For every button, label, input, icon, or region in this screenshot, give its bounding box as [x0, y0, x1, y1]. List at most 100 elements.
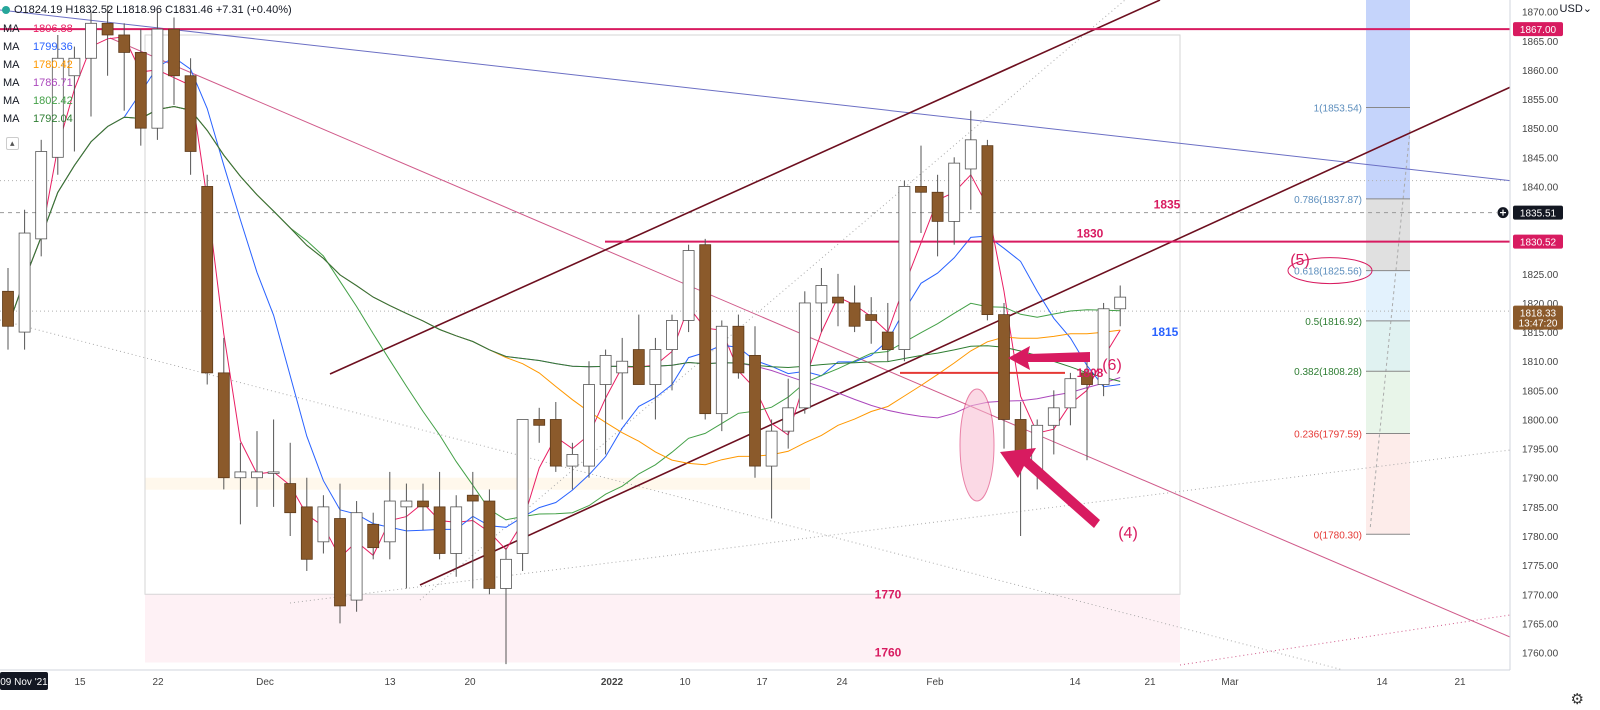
fib-label: 1(1853.54) — [1314, 104, 1362, 115]
highlight-zone — [145, 477, 810, 490]
fib-label: 0.382(1808.28) — [1294, 367, 1362, 378]
ma-label: MA — [3, 77, 20, 89]
candle-body — [367, 523, 380, 549]
price-tick: 1855.00 — [1522, 95, 1559, 106]
candle-body — [798, 302, 811, 409]
price-badge-label: 1867.00 — [1520, 25, 1557, 36]
candle-body — [516, 419, 529, 554]
level-label: 1830 — [1077, 227, 1104, 241]
price-tick: 1865.00 — [1522, 37, 1559, 48]
fib-zone — [1366, 107, 1410, 199]
ohlc-header: O1824.19 H1832.52 L1818.96 C1831.46 +7.3… — [2, 4, 292, 16]
ma-legend-item: MA 1792.04 — [0, 110, 73, 128]
moving-average-line — [7, 105, 1121, 419]
price-tick: 1870.00 — [1522, 8, 1559, 19]
candle-body — [18, 232, 31, 333]
currency-selector[interactable]: USD⌄ — [1560, 2, 1592, 15]
candle-body — [134, 52, 147, 129]
candle-body — [151, 28, 164, 129]
price-badge — [1513, 205, 1563, 220]
fib-zone — [1366, 433, 1410, 535]
candle-body — [848, 302, 861, 327]
ma-legend-item: MA 1799.36 — [0, 38, 73, 56]
trend-line — [0, 9, 1511, 182]
symbol-status-icon — [2, 6, 10, 14]
annotation-ellipse — [1287, 257, 1373, 285]
arrow-annotation — [1000, 448, 1100, 528]
ma-legend-item: MA 1806.88 — [0, 20, 73, 38]
price-tick: 1810.00 — [1522, 357, 1559, 368]
ma-legend-item: MA 1780.42 — [0, 56, 73, 74]
candle-body — [699, 244, 712, 415]
time-tick: 10 — [679, 677, 691, 688]
candle-body — [168, 28, 180, 77]
time-tick: 21 — [1144, 677, 1156, 688]
moving-average-line — [7, 56, 1121, 532]
fib-label: 0.236(1797.59) — [1294, 430, 1362, 441]
time-tick: Dec — [256, 677, 274, 688]
price-tick: 1820.00 — [1522, 299, 1559, 310]
price-badge-label: 1835.51 — [1520, 209, 1557, 220]
price-tick: 1805.00 — [1522, 386, 1559, 397]
candle-body — [234, 471, 247, 479]
ma-label: MA — [3, 59, 20, 71]
candle-body — [666, 320, 678, 350]
support-zone — [145, 594, 1180, 663]
candle-body — [749, 354, 761, 467]
price-badge-label: 1818.33 — [1520, 309, 1557, 320]
wave-label: (6) — [1102, 357, 1122, 374]
arrow-annotation — [1008, 346, 1090, 370]
time-tick: 15 — [74, 677, 86, 688]
fib-zone — [1366, 371, 1410, 434]
price-badge — [1513, 22, 1563, 37]
candle-body — [715, 325, 728, 415]
time-tick: 22 — [152, 677, 164, 688]
price-tick: 1770.00 — [1522, 590, 1559, 601]
candle-body — [217, 372, 230, 479]
wave-label: (4) — [1118, 525, 1138, 542]
candle-body — [549, 419, 562, 467]
time-tick: 14 — [1069, 677, 1081, 688]
time-tick: Mar — [1221, 677, 1239, 688]
candle-body — [1114, 296, 1127, 310]
ma-legend-item: MA 1802.42 — [0, 92, 73, 110]
ma-value: 1799.36 — [33, 41, 73, 53]
candle-body — [466, 494, 479, 502]
collapse-legend-button[interactable]: ▴ — [6, 137, 19, 150]
ma-value: 1786.71 — [33, 77, 73, 89]
price-tick: 1815.00 — [1522, 328, 1559, 339]
candle-body — [583, 384, 595, 467]
chevron-down-icon: ⌄ — [1582, 3, 1592, 15]
candle-body — [300, 506, 313, 560]
gear-icon[interactable]: ⚙ — [1570, 691, 1584, 708]
price-tick: 1825.00 — [1522, 270, 1559, 281]
candle-body — [267, 471, 280, 474]
level-label: 1808 — [1077, 366, 1104, 380]
moving-average-line — [7, 105, 1121, 382]
candle-body — [815, 285, 828, 304]
price-badge-time: 13:47:20 — [1519, 319, 1558, 330]
moving-average-line — [7, 105, 1121, 466]
candle-body — [1081, 372, 1093, 385]
time-badge — [0, 672, 48, 690]
price-tick: 1845.00 — [1522, 153, 1559, 164]
candle-body — [732, 325, 745, 374]
fib-label: 0.786(1837.87) — [1294, 195, 1362, 206]
time-tick: 09 Nov '21 — [0, 677, 48, 688]
candle-body — [433, 506, 446, 554]
candle-body — [68, 57, 81, 77]
candle-body — [682, 250, 695, 321]
candle-body — [450, 506, 463, 554]
price-tick: 1785.00 — [1522, 503, 1559, 514]
ohlc-values: O1824.19 H1832.52 L1818.96 C1831.46 +7.3… — [14, 4, 292, 16]
price-tick: 1790.00 — [1522, 474, 1559, 485]
annotation-ellipse — [959, 388, 995, 502]
wave-label: (5) — [1290, 252, 1310, 269]
price-tick: 1840.00 — [1522, 182, 1559, 193]
time-axis — [0, 670, 1600, 710]
candle-body — [1047, 407, 1060, 426]
candle-body — [832, 296, 844, 304]
candle-body — [881, 331, 894, 350]
indicator-legend: MA 1806.88 MA 1799.36 MA 1780.42 MA 1786.71 MA 18… — [0, 20, 73, 128]
